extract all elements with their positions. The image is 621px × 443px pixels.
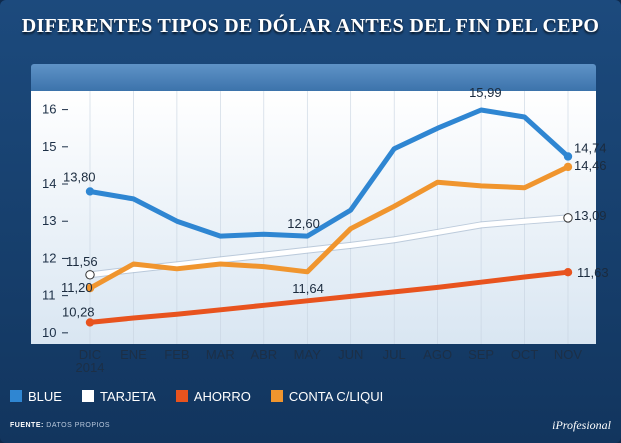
series-point-4 <box>563 162 573 172</box>
series-point-2 <box>563 213 573 223</box>
legend-label-conta: CONTA C/LIQUI <box>288 388 384 404</box>
legend-item-blue: BLUE <box>10 389 62 404</box>
y-tick-label: 11 <box>42 288 56 303</box>
series-line-1 <box>87 107 571 239</box>
data-label: 11,64 <box>292 281 324 296</box>
data-label: 11,20 <box>61 280 93 295</box>
legend: BLUE TARJETA AHORRO CONTA C/LIQUI <box>10 385 610 407</box>
legend-item-conta: CONTA C/LIQUI <box>270 388 384 404</box>
legend-label-ahorro: AHORRO <box>193 388 251 404</box>
series-line-4 <box>87 164 571 291</box>
data-label: 11,63 <box>577 265 609 280</box>
y-tick-label: 12 <box>42 250 56 265</box>
series-point-4 <box>85 283 95 293</box>
x-tick-label: AGO <box>423 347 452 362</box>
source-text: DATOS PROPIOS <box>46 422 111 429</box>
x-tick-label: JUL <box>383 347 406 362</box>
series-line-3 <box>87 269 571 325</box>
x-tick-label: SEP <box>468 347 494 362</box>
legend-swatch-ahorro <box>175 390 188 402</box>
legend-item-ahorro: AHORRO <box>175 388 251 404</box>
y-tick-label: 16 <box>42 102 56 117</box>
data-label: 13,09 <box>574 208 607 223</box>
publisher-logo: iProfesional <box>552 418 611 432</box>
series-point-3 <box>85 318 95 327</box>
legend-label-blue: BLUE <box>28 388 62 404</box>
x-tick-label: MAY <box>294 347 322 362</box>
series-point-1 <box>563 152 573 161</box>
x-tick-label: ABR <box>250 347 277 362</box>
series-point-1 <box>85 187 95 196</box>
x-tick-label: FEB <box>164 347 189 362</box>
data-label: 13,80 <box>63 169 96 184</box>
source-label: FUENTE: <box>10 422 44 429</box>
legend-swatch-conta <box>270 390 283 402</box>
x-tick-label: MAR <box>206 347 235 362</box>
data-label: 11,56 <box>66 254 98 269</box>
y-tick-label: 13 <box>42 213 56 228</box>
data-label: 15,99 <box>469 85 502 100</box>
x-tick-label: OCT <box>511 347 539 362</box>
y-tick-label: 14 <box>42 176 56 191</box>
data-label: 14,46 <box>574 158 607 173</box>
series-point-3 <box>563 267 573 277</box>
y-tick-label: 10 <box>42 325 56 340</box>
legend-label-tarjeta: TARJETA <box>99 388 156 404</box>
series-point-2 <box>85 270 95 280</box>
chart-title: DIFERENTES TIPOS DE DÓLAR ANTES DEL FIN … <box>21 14 600 37</box>
legend-item-tarjeta: TARJETA <box>81 388 156 404</box>
y-tick-label: 15 <box>42 139 56 154</box>
data-label: 14,74 <box>574 140 607 155</box>
x-tick-label: DIC 2014 <box>76 347 105 375</box>
x-tick-label: ENE <box>120 347 147 362</box>
legend-swatch-blue <box>10 390 22 402</box>
source-note: FUENTE: DATOS PROPIOS <box>10 422 110 429</box>
x-tick-label: JUN <box>338 347 363 362</box>
x-tick-label: NOV <box>554 347 583 362</box>
plot-header-bar <box>31 64 596 91</box>
data-label: 10,28 <box>62 304 95 319</box>
data-label: 12,60 <box>287 216 320 231</box>
legend-swatch-tarjeta <box>81 390 94 402</box>
